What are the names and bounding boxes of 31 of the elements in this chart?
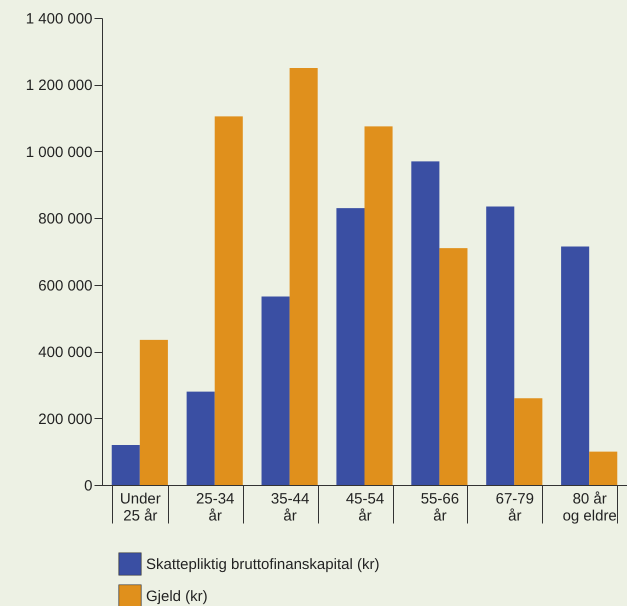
bar: [336, 208, 364, 485]
x-tick-label: 80 år og eldre: [562, 490, 617, 524]
bar: [439, 248, 468, 485]
bar: [214, 116, 243, 485]
x-tick-label: 55-66 år: [420, 490, 460, 524]
x-tick-label: 35-44 år: [270, 490, 310, 524]
y-tick-label: 0: [84, 478, 92, 494]
legend-label: Skattepliktig bruttofinanskapital (kr): [146, 556, 380, 573]
y-tick-label: 1 000 000: [26, 144, 92, 161]
bar: [514, 398, 542, 485]
y-tick-label: 200 000: [38, 410, 92, 428]
bar: [589, 452, 618, 485]
bar: [411, 161, 440, 485]
y-tick-label: 800 000: [38, 210, 92, 228]
bar: [262, 296, 290, 485]
y-tick-label: 1 400 000: [26, 10, 92, 28]
bar: [364, 126, 393, 485]
y-tick-label: 600 000: [38, 277, 92, 294]
x-tick-label: Under 25 år: [120, 490, 161, 524]
bar: [186, 392, 215, 485]
y-tick-label: 400 000: [38, 344, 92, 362]
legend-label: Gjeld (kr): [146, 588, 208, 605]
bar: [561, 246, 590, 485]
x-tick-label: 45-54 år: [346, 490, 384, 524]
y-tick-label: 1 200 000: [26, 77, 92, 94]
x-tick-label: 25-34 år: [196, 490, 234, 524]
bar: [112, 444, 140, 485]
bar: [140, 340, 168, 485]
bar: [290, 68, 318, 485]
x-tick-label: 67-79 år: [496, 490, 534, 524]
bar: [486, 206, 514, 485]
